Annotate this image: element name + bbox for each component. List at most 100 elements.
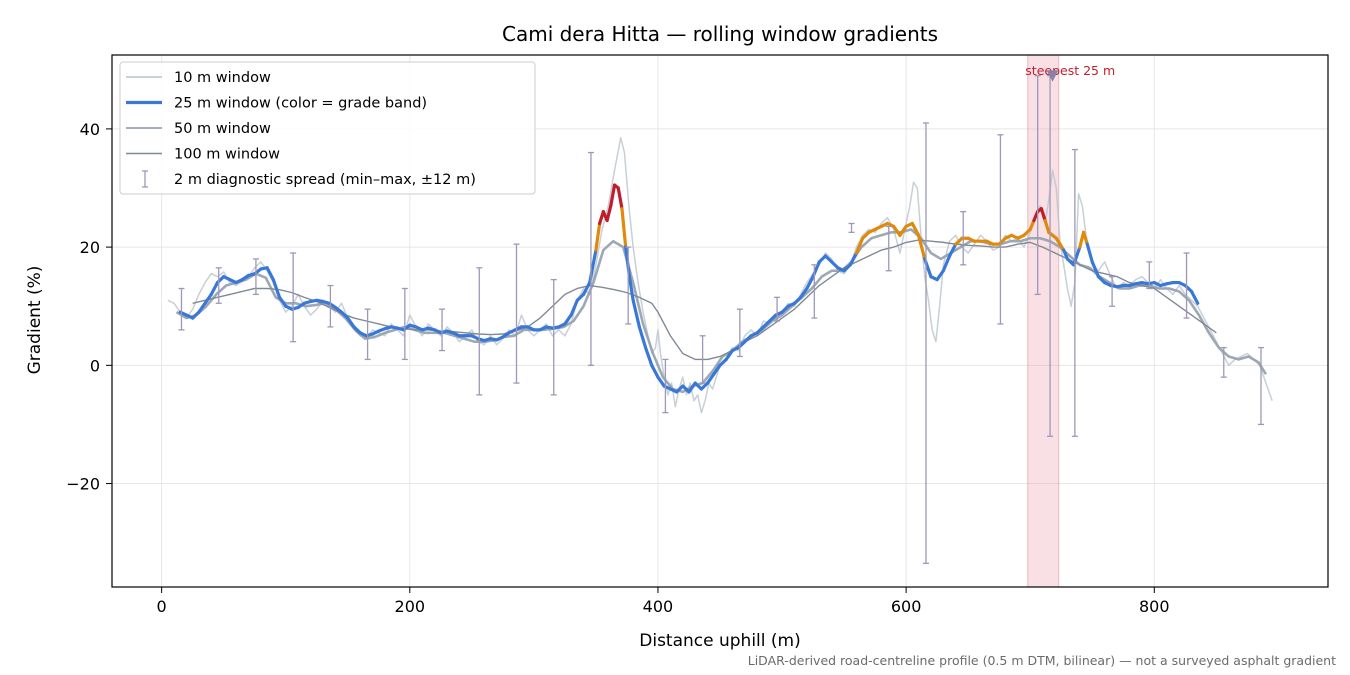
errorbar-6	[401, 287, 408, 361]
errorbar-20	[922, 122, 929, 565]
legend: 10 m window 25 m window (color = grade ba…	[119, 61, 536, 195]
errorbar-29	[1220, 346, 1227, 378]
series-25m-segment-15	[271, 278, 282, 299]
series-25m-segment-16	[277, 295, 288, 308]
y-tick-label-1: 0	[90, 356, 100, 375]
series-25m-segment-123	[916, 233, 927, 261]
legend-box	[119, 61, 536, 195]
series-25m-segment-86	[687, 381, 697, 394]
errorbar-15	[736, 308, 743, 358]
y-tick-label-3: 40	[80, 120, 100, 139]
series-25m-segment-120	[898, 224, 908, 237]
series-25m-segment-27	[346, 316, 356, 329]
series-25m-segment-155	[1085, 242, 1094, 264]
chart-title: Cami dera Hitta — rolling window gradien…	[502, 22, 938, 46]
series-25m-segment-156	[1090, 260, 1101, 279]
errorbar-1	[215, 267, 222, 304]
x-tick-label-4: 800	[1139, 597, 1170, 616]
legend-label-2: 50 m window	[174, 121, 271, 137]
series-25m-segment-89	[705, 372, 716, 385]
series-25m-segment-150	[1062, 248, 1070, 261]
series-layer	[167, 137, 1273, 414]
marker-layer	[1046, 70, 1059, 82]
legend-entry-3: 100 m window	[126, 147, 280, 163]
series-25m-segment-73	[616, 186, 624, 211]
legend-label-0: 10 m window	[174, 70, 271, 86]
highlight-label: steepest 25 m	[1025, 63, 1115, 78]
axes	[111, 54, 1329, 588]
series-25m-segment-127	[941, 254, 952, 273]
errorbar-30	[1257, 346, 1264, 426]
errorbar-22	[997, 134, 1004, 325]
errorbar-21	[960, 210, 967, 266]
errorbar-0	[178, 287, 185, 331]
series-25m-segment-71	[609, 183, 617, 208]
highlight-band	[1027, 54, 1060, 588]
series-25m-segment-90	[712, 363, 722, 376]
series-25m-segment-79	[643, 346, 654, 367]
y-tick-label-0: −20	[66, 475, 100, 494]
errorbar-10	[550, 278, 557, 396]
steepest-highlight: steepest 25 m	[1025, 54, 1115, 588]
legend-entry-0: 10 m window	[126, 70, 271, 86]
errorbar-27	[1146, 261, 1153, 290]
errorbar-26	[1109, 276, 1116, 307]
series-25m-segment-141	[1028, 218, 1036, 231]
series-25m-segment-81	[656, 375, 666, 388]
series-25m-segment-119	[892, 224, 902, 237]
errorbar-3	[290, 252, 297, 343]
errorbar-16	[774, 296, 781, 322]
series-25m-segment-62	[563, 313, 573, 326]
series-25m-segment-145	[1043, 218, 1051, 234]
series-25m-segment-112	[848, 251, 859, 267]
series-25m-segment-77	[631, 298, 641, 329]
series-25m-segment-70	[605, 204, 613, 223]
series-25m-segment-144	[1039, 207, 1047, 223]
legend-label-3: 100 m window	[174, 147, 280, 163]
errorbar-7	[439, 308, 446, 352]
series-25m-segment-78	[637, 325, 648, 350]
series-25m-segment-63	[569, 298, 579, 317]
errorbar-layer	[178, 75, 1264, 565]
series-line-3	[192, 239, 1217, 361]
series-25m-segment-128	[947, 242, 958, 258]
legend-label-1: 25 m window (color = grade band)	[174, 96, 427, 112]
errorbar-18	[848, 222, 855, 233]
series-25m-segment-14	[265, 266, 275, 282]
series-25m-segment-105	[805, 275, 815, 291]
series-25m-segment-154	[1081, 230, 1089, 246]
series-25m-segment-113	[854, 236, 865, 255]
series-25m-segment-4	[203, 292, 213, 305]
errorbar-28	[1183, 252, 1190, 319]
errorbar-25	[1071, 148, 1078, 437]
errorbar-12	[625, 246, 632, 325]
series-25m-segment-5	[209, 280, 220, 296]
legend-entry-4: 2 m diagnostic spread (min–max, ±12 m)	[142, 170, 476, 188]
series-25m-segment-74	[620, 207, 628, 249]
errorbar-5	[364, 308, 371, 361]
series-25m-segment-80	[650, 363, 660, 379]
steepest-marker	[1046, 70, 1059, 82]
series-25m-segment-65	[581, 280, 592, 296]
series-25m-segment-67	[594, 221, 602, 252]
errorbar-4	[327, 284, 334, 328]
series-25m-segment-104	[799, 286, 809, 299]
series-25m-segment-3	[197, 301, 207, 314]
errorbar-17	[811, 264, 818, 319]
errorbar-2	[252, 258, 259, 296]
errorbar-14	[699, 335, 706, 384]
errorbar-11	[587, 151, 594, 366]
x-tick-label-3: 600	[891, 597, 922, 616]
x-tick-label-1: 200	[395, 597, 426, 616]
series-25m	[178, 183, 1200, 394]
y-axis-label: Gradient (%)	[25, 266, 45, 375]
x-tick-label-2: 400	[643, 597, 674, 616]
ticks: 0 200 400 600 800 −20 0 20 40	[66, 120, 1169, 616]
errorbar-23	[1034, 75, 1041, 296]
series-25m-segment-122	[910, 221, 921, 237]
y-tick-label-2: 20	[80, 238, 100, 257]
series-25m-segment-172	[1189, 289, 1200, 305]
footnote: LiDAR-derived road-centreline profile (0…	[748, 653, 1336, 668]
errorbar-8	[476, 267, 483, 396]
